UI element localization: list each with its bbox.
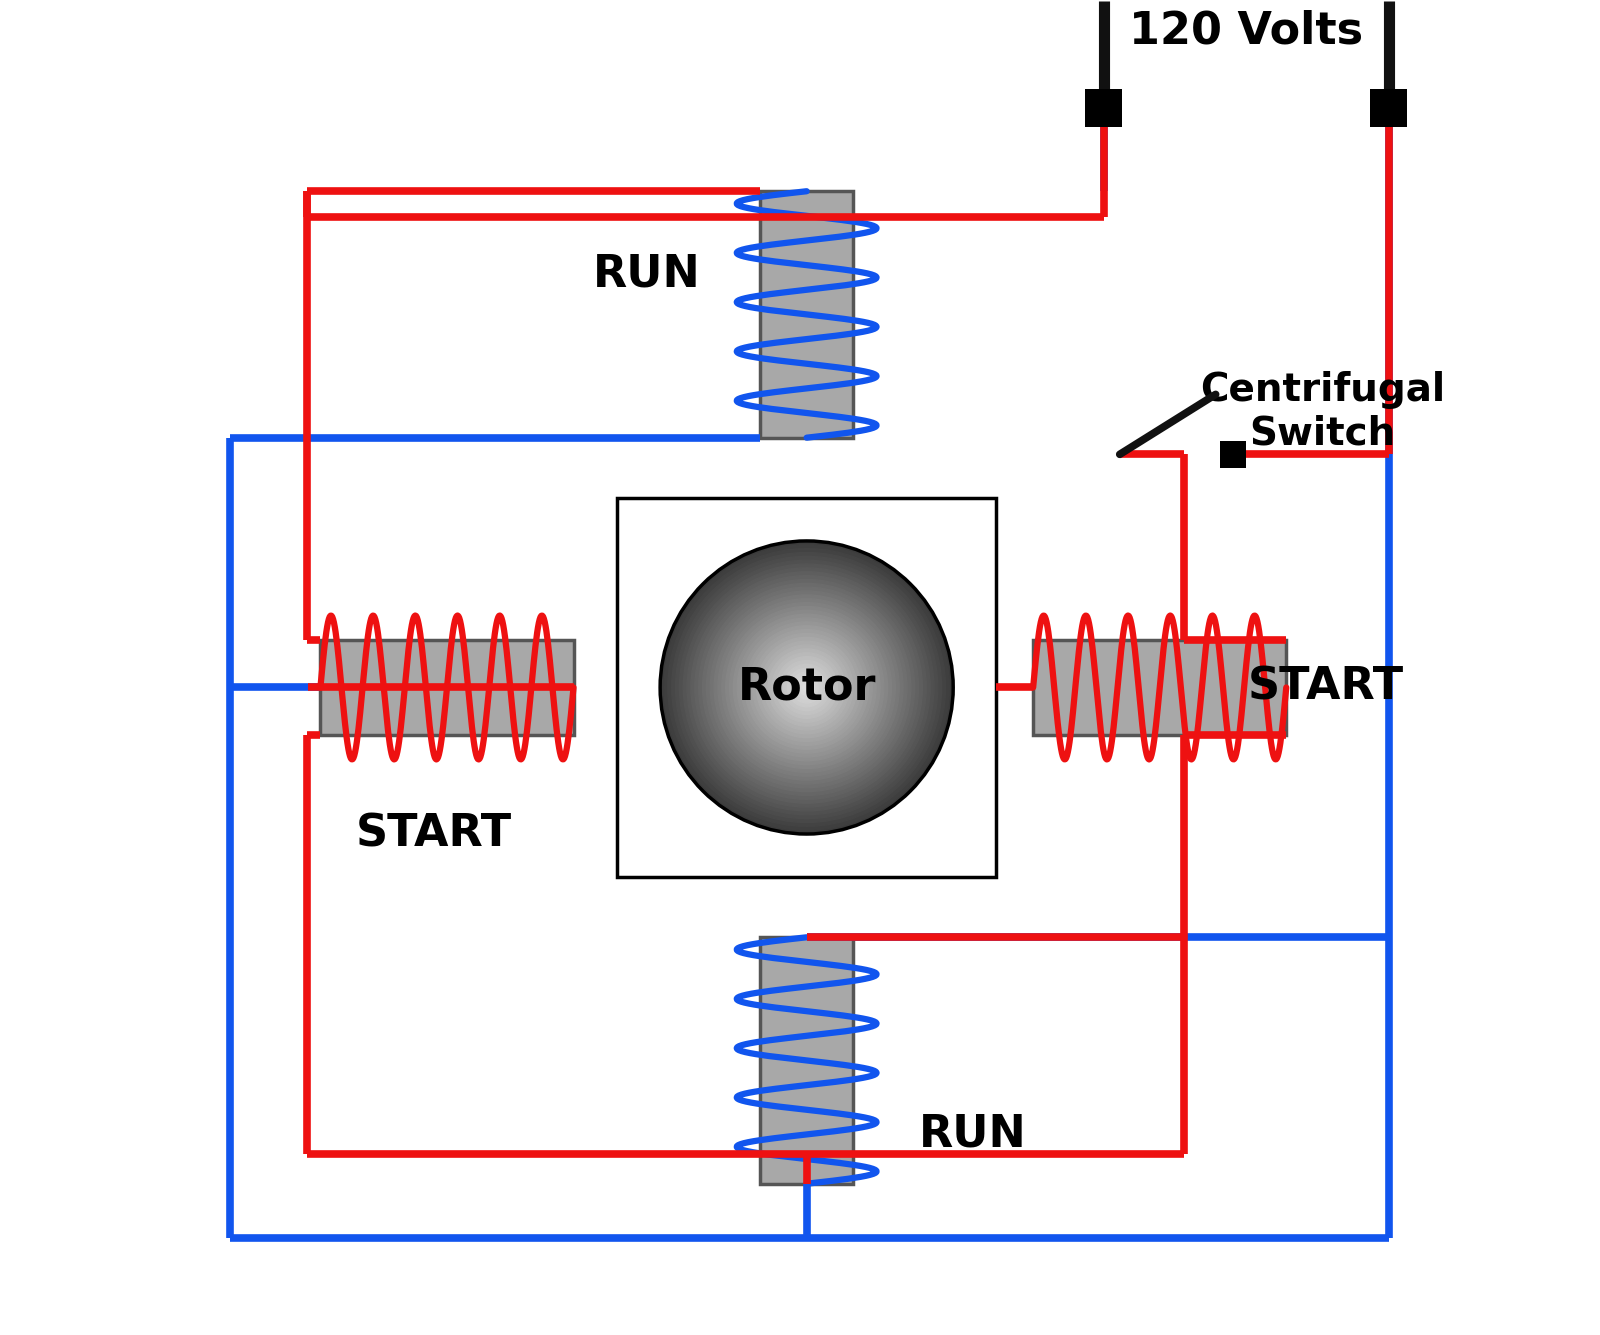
Bar (1085, 89, 1122, 127)
Circle shape (714, 595, 899, 780)
Circle shape (667, 549, 946, 826)
Text: START: START (355, 813, 512, 856)
Circle shape (752, 634, 861, 741)
Circle shape (661, 541, 954, 834)
Circle shape (738, 618, 877, 757)
Text: START: START (1248, 666, 1405, 709)
Circle shape (776, 657, 837, 718)
Circle shape (779, 661, 834, 714)
Circle shape (699, 579, 915, 796)
Circle shape (798, 680, 814, 696)
Circle shape (680, 561, 934, 814)
Bar (1370, 89, 1408, 127)
Bar (760, 937, 853, 1184)
Circle shape (733, 614, 880, 761)
Circle shape (672, 553, 942, 822)
Circle shape (675, 557, 938, 818)
Circle shape (749, 630, 864, 745)
Bar (618, 498, 995, 877)
Circle shape (795, 676, 818, 700)
Circle shape (771, 653, 842, 722)
Circle shape (691, 571, 922, 804)
Circle shape (741, 622, 872, 753)
Circle shape (694, 575, 918, 800)
Circle shape (765, 645, 850, 730)
Circle shape (726, 606, 888, 769)
Circle shape (718, 599, 896, 776)
Circle shape (730, 610, 883, 765)
Circle shape (757, 637, 856, 738)
Circle shape (710, 591, 902, 784)
Circle shape (722, 602, 891, 773)
Circle shape (746, 626, 869, 749)
Circle shape (787, 669, 826, 706)
Circle shape (792, 672, 822, 704)
Bar (1219, 441, 1246, 467)
Circle shape (760, 641, 853, 734)
Circle shape (784, 665, 830, 710)
Text: 120 Volts: 120 Volts (1130, 9, 1363, 52)
Circle shape (686, 567, 926, 808)
Text: Centrifugal
Switch: Centrifugal Switch (1200, 371, 1445, 453)
Circle shape (683, 565, 930, 810)
Circle shape (768, 649, 845, 726)
Circle shape (702, 583, 910, 792)
Circle shape (664, 545, 949, 830)
Bar (320, 639, 573, 736)
Circle shape (706, 587, 907, 788)
Bar (760, 191, 853, 438)
Bar (1034, 639, 1286, 736)
Text: Rotor: Rotor (738, 666, 875, 709)
Circle shape (803, 684, 811, 692)
Text: RUN: RUN (594, 254, 701, 296)
Text: RUN: RUN (920, 1112, 1027, 1155)
